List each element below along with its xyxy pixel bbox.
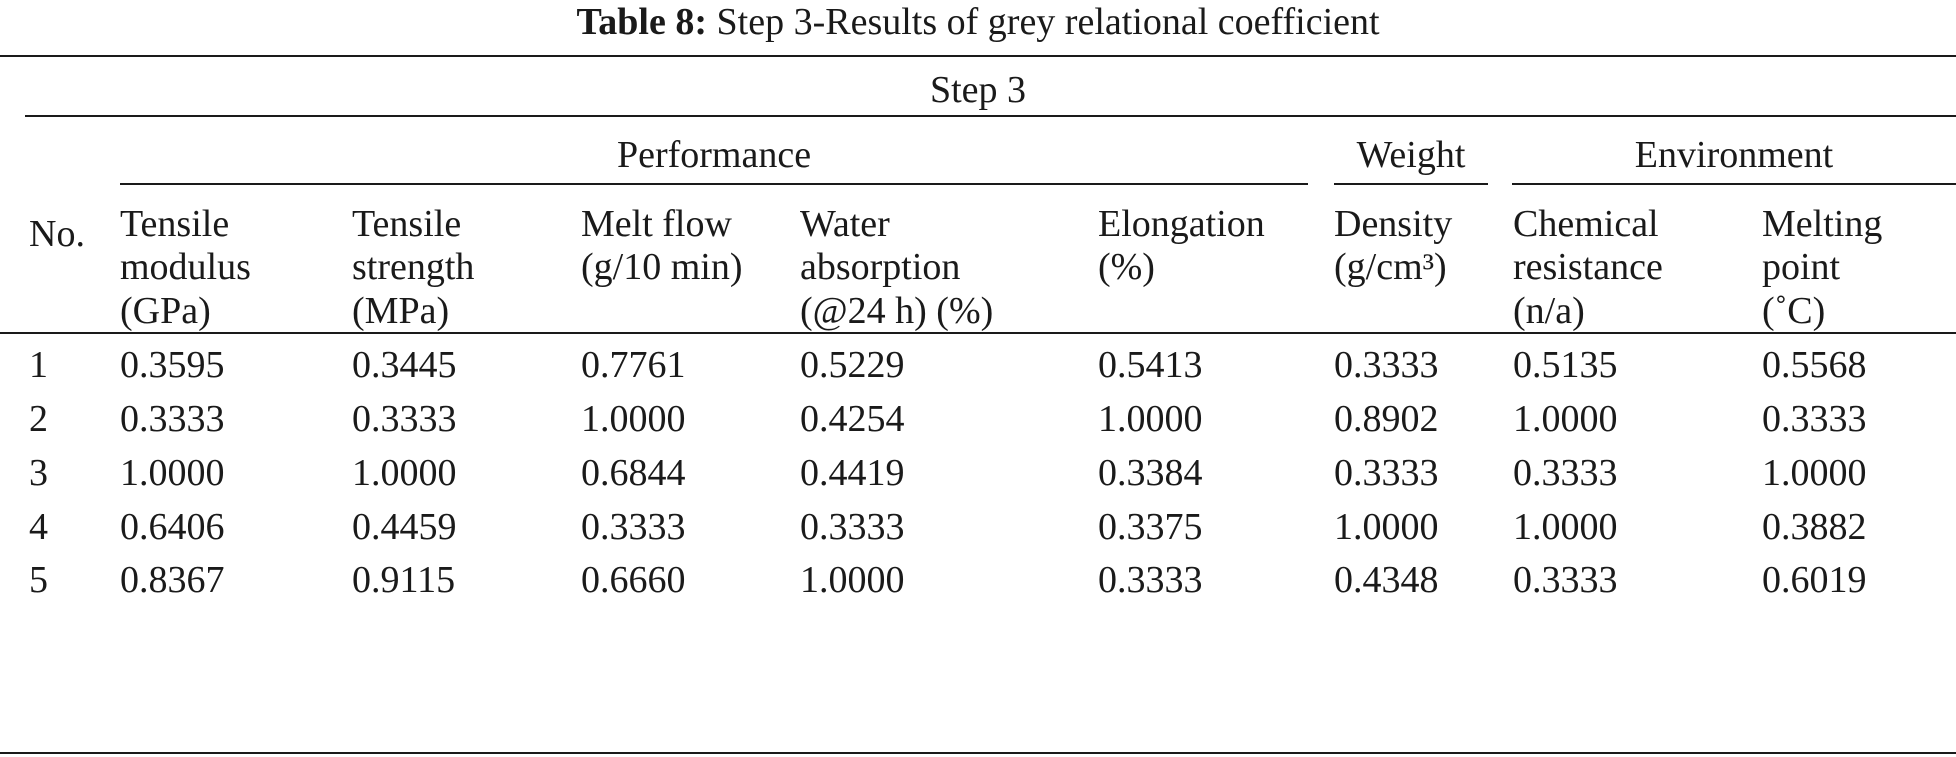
cell-tensile-strength: 0.4459 xyxy=(352,506,457,548)
cell-chemical-resistance: 0.3333 xyxy=(1513,452,1618,494)
cell-melting-point: 0.5568 xyxy=(1762,344,1867,386)
cell-chemical-resistance: 0.3333 xyxy=(1513,559,1618,601)
cell-tensile-strength: 0.3445 xyxy=(352,344,457,386)
column-header-line: point xyxy=(1762,246,1841,288)
cell-water-absorption: 0.4419 xyxy=(800,452,905,494)
cell-water-absorption: 0.3333 xyxy=(800,506,905,548)
cell-elongation: 1.0000 xyxy=(1098,398,1203,440)
cell-row-number: 3 xyxy=(29,452,48,494)
group-rule-environment xyxy=(1512,183,1956,185)
cell-melt-flow: 0.6844 xyxy=(581,452,686,494)
column-header-line: (n/a) xyxy=(1513,290,1585,332)
top-rule xyxy=(0,55,1956,57)
column-header-line: Chemical xyxy=(1513,203,1659,245)
cell-row-number: 1 xyxy=(29,344,48,386)
column-header-line: absorption xyxy=(800,246,961,288)
column-header-line: (g/10 min) xyxy=(581,246,743,288)
cell-melt-flow: 0.3333 xyxy=(581,506,686,548)
step-rule xyxy=(25,115,1956,117)
column-header-line: Tensile xyxy=(120,203,230,245)
column-header-line: modulus xyxy=(120,246,251,288)
column-header-line: Water xyxy=(800,203,890,245)
cell-melt-flow: 1.0000 xyxy=(581,398,686,440)
group-weight: Weight xyxy=(1356,134,1466,176)
cell-density: 0.3333 xyxy=(1334,344,1439,386)
cell-density: 0.4348 xyxy=(1334,559,1439,601)
table-caption: Table 8: Step 3-Results of grey relation… xyxy=(0,0,1956,52)
step-header: Step 3 xyxy=(929,69,1027,111)
cell-elongation: 0.3375 xyxy=(1098,506,1203,548)
cell-density: 1.0000 xyxy=(1334,506,1439,548)
cell-density: 0.3333 xyxy=(1334,452,1439,494)
cell-melt-flow: 0.6660 xyxy=(581,559,686,601)
cell-water-absorption: 0.5229 xyxy=(800,344,905,386)
column-header-line: (˚C) xyxy=(1762,290,1826,332)
cell-row-number: 2 xyxy=(29,398,48,440)
column-header-line: (GPa) xyxy=(120,290,211,332)
cell-tensile-strength: 1.0000 xyxy=(352,452,457,494)
cell-row-number: 5 xyxy=(29,559,48,601)
bottom-rule xyxy=(0,752,1956,754)
cell-melting-point: 0.3333 xyxy=(1762,398,1867,440)
cell-tensile-modulus: 0.3333 xyxy=(120,398,225,440)
column-header-line: (MPa) xyxy=(352,290,450,332)
cell-chemical-resistance: 1.0000 xyxy=(1513,506,1618,548)
cell-melting-point: 1.0000 xyxy=(1762,452,1867,494)
cell-tensile-strength: 0.9115 xyxy=(352,559,456,601)
cell-elongation: 0.5413 xyxy=(1098,344,1203,386)
cell-density: 0.8902 xyxy=(1334,398,1439,440)
cell-chemical-resistance: 0.5135 xyxy=(1513,344,1618,386)
group-rule-weight xyxy=(1334,183,1488,185)
column-header-line: resistance xyxy=(1513,246,1663,288)
column-header-line: strength xyxy=(352,246,475,288)
no-header: No. xyxy=(29,213,85,255)
cell-elongation: 0.3384 xyxy=(1098,452,1203,494)
column-header-line: Density xyxy=(1334,203,1453,245)
cell-tensile-strength: 0.3333 xyxy=(352,398,457,440)
cell-chemical-resistance: 1.0000 xyxy=(1513,398,1618,440)
cell-tensile-modulus: 0.6406 xyxy=(120,506,225,548)
cell-water-absorption: 1.0000 xyxy=(800,559,905,601)
header-rule xyxy=(0,332,1956,334)
column-header-line: (g/cm³) xyxy=(1334,246,1447,288)
group-rule-performance xyxy=(120,183,1308,185)
group-environment: Environment xyxy=(1634,134,1834,176)
column-header-line: Elongation xyxy=(1098,203,1265,245)
cell-water-absorption: 0.4254 xyxy=(800,398,905,440)
cell-row-number: 4 xyxy=(29,506,48,548)
column-header-line: Tensile xyxy=(352,203,462,245)
column-header-line: Melting xyxy=(1762,203,1883,245)
column-header-line: (%) xyxy=(1098,246,1155,288)
cell-elongation: 0.3333 xyxy=(1098,559,1203,601)
cell-tensile-modulus: 0.3595 xyxy=(120,344,225,386)
group-performance: Performance xyxy=(616,134,812,176)
column-header-line: (@24 h) (%) xyxy=(800,290,994,332)
table-caption-title: Step 3-Results of grey relational coeffi… xyxy=(716,1,1380,43)
table-caption-label: Table 8: xyxy=(576,1,708,43)
cell-tensile-modulus: 0.8367 xyxy=(120,559,225,601)
column-header-line: Melt flow xyxy=(581,203,732,245)
cell-melting-point: 0.3882 xyxy=(1762,506,1867,548)
cell-melting-point: 0.6019 xyxy=(1762,559,1867,601)
cell-tensile-modulus: 1.0000 xyxy=(120,452,225,494)
cell-melt-flow: 0.7761 xyxy=(581,344,686,386)
